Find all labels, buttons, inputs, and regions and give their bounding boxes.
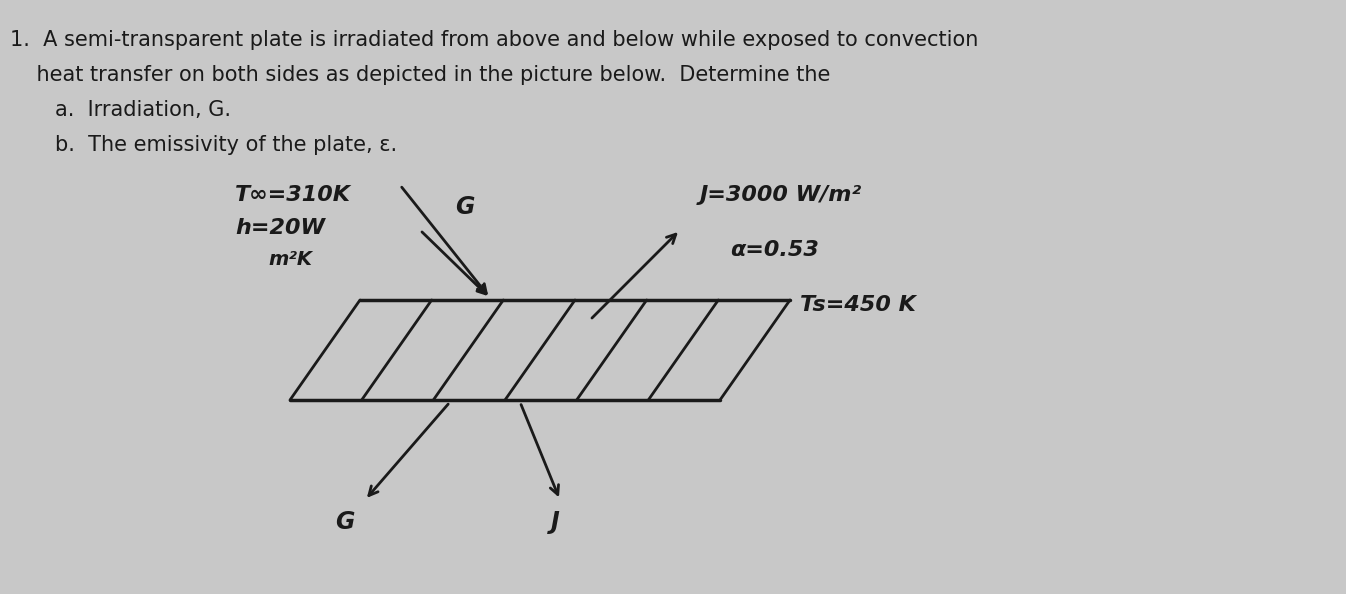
Text: J: J (551, 510, 560, 534)
Text: b.  The emissivity of the plate, ε.: b. The emissivity of the plate, ε. (55, 135, 397, 155)
Text: G: G (335, 510, 355, 534)
Text: T∞=310K: T∞=310K (236, 185, 351, 205)
Text: 1.  A semi-transparent plate is irradiated from above and below while exposed to: 1. A semi-transparent plate is irradiate… (9, 30, 979, 50)
Text: a.  Irradiation, G.: a. Irradiation, G. (55, 100, 232, 120)
Text: G: G (455, 195, 474, 219)
Text: Ts=450 K: Ts=450 K (800, 295, 915, 315)
Text: J=3000 W/m²: J=3000 W/m² (700, 185, 863, 205)
Text: h=20W: h=20W (236, 218, 324, 238)
Text: m²K: m²K (268, 250, 312, 269)
Text: heat transfer on both sides as depicted in the picture below.  Determine the: heat transfer on both sides as depicted … (9, 65, 830, 85)
Text: α=0.53: α=0.53 (730, 240, 818, 260)
